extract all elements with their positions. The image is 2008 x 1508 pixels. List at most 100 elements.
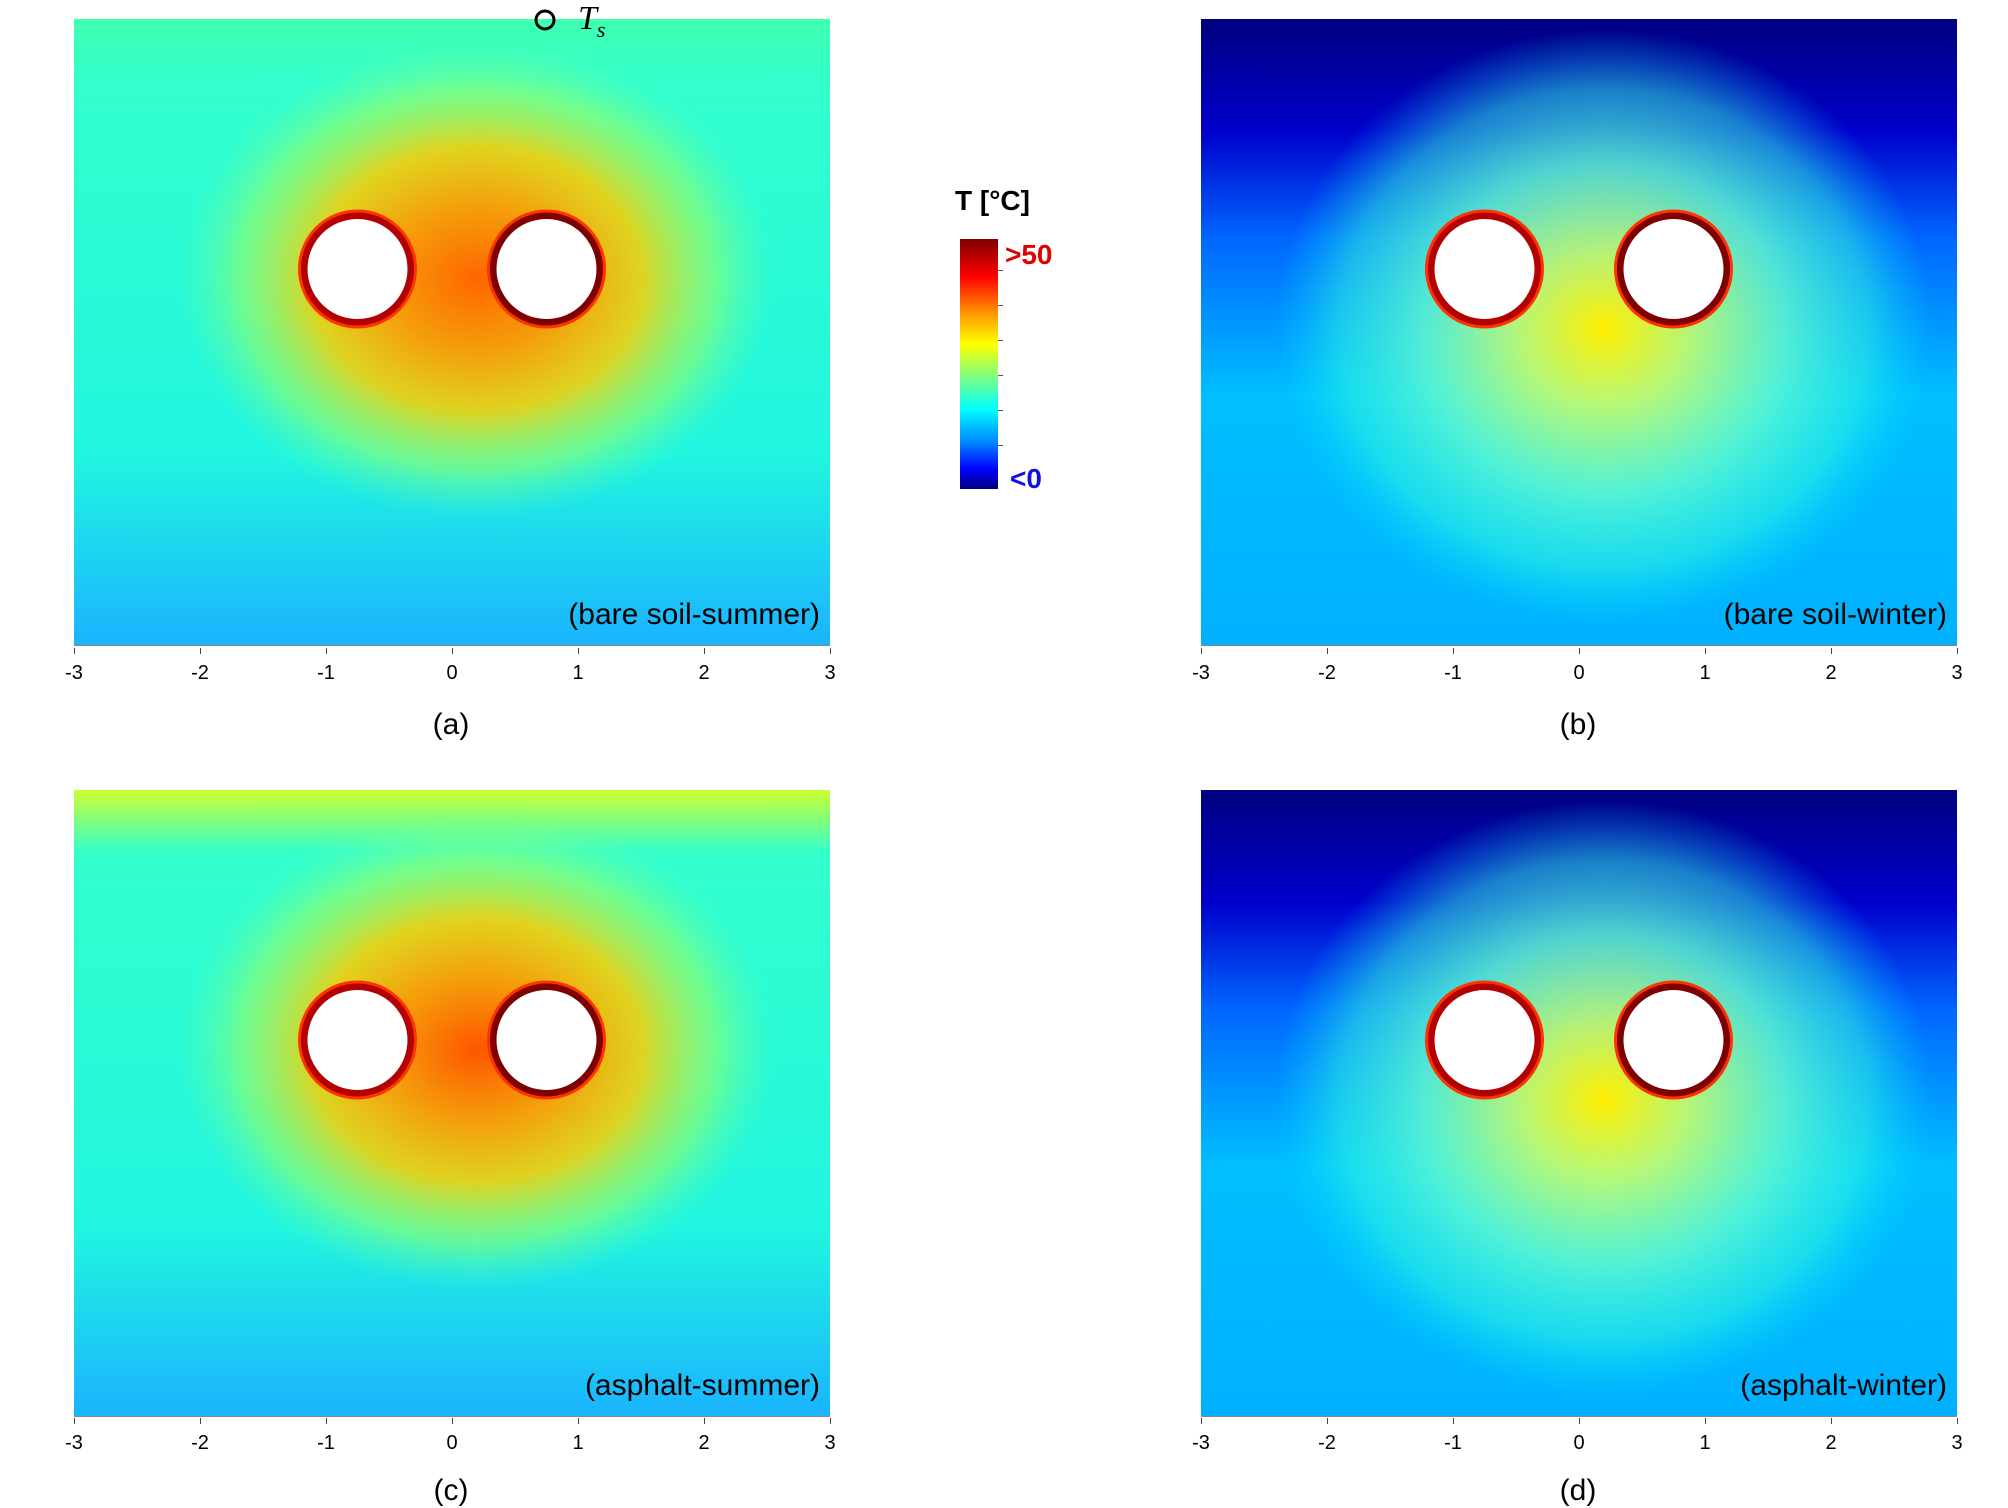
pipe-b-2 (1614, 209, 1733, 329)
x-tick-mark (1453, 648, 1454, 654)
heatmap-panel-a (74, 19, 830, 646)
x-tick-mark (200, 1418, 201, 1424)
x-axis-ticks-d: -3 -2 -1 0 1 2 3 (1192, 1418, 1963, 1462)
case-label-holder-b: (bare soil-winter) (1201, 19, 1957, 646)
x-tick-mark (1579, 648, 1580, 654)
x-tick-label: -2 (191, 662, 209, 684)
case-label-a: (bare soil-summer) (568, 598, 820, 631)
x-tick-label: -2 (191, 1432, 209, 1454)
x-tick-mark (704, 1418, 705, 1424)
x-tick-label: 0 (1573, 1432, 1585, 1454)
pipe-c-1 (298, 980, 417, 1100)
pipe-a-2 (487, 209, 606, 329)
x-tick-label: -3 (65, 662, 83, 684)
case-label-d: (asphalt-winter) (1740, 1369, 1947, 1402)
x-tick-mark (200, 648, 201, 654)
x-tick-mark (1705, 648, 1706, 654)
pipe-bore-d-2 (1623, 990, 1724, 1090)
x-tick-mark (74, 648, 75, 654)
x-tick-label: 2 (1825, 1432, 1837, 1454)
x-tick-label: -1 (1444, 1432, 1462, 1454)
x-tick-label: 2 (1825, 662, 1837, 684)
x-tick-mark (578, 1418, 579, 1424)
pipe-bore-c-2 (496, 990, 597, 1090)
colorbar-max-label: >50 (1005, 239, 1053, 270)
heat-halo-a (177, 39, 777, 519)
x-tick-mark (1831, 648, 1832, 654)
x-tick-mark (326, 1418, 327, 1424)
heat-halo-c (177, 810, 777, 1290)
pipe-bore-a-2 (496, 219, 597, 319)
surface-temperature-marker-icon (534, 9, 556, 31)
x-tick-mark (1957, 1418, 1958, 1424)
case-label-holder-a: (bare soil-summer) (74, 19, 830, 646)
x-tick-label: -1 (1444, 662, 1462, 684)
pipe-bore-c-1 (307, 990, 408, 1090)
panel-label-d: (d) (1559, 1474, 1597, 1507)
panel-label-a: (a) (432, 708, 470, 741)
x-tick-label: 0 (1573, 662, 1585, 684)
colorbar-gradient (960, 239, 998, 489)
x-tick-label: -1 (317, 662, 335, 684)
case-label-holder-c: (asphalt-summer) (74, 790, 830, 1417)
case-label-c: (asphalt-summer) (584, 1369, 820, 1402)
colorbar-min-label: <0 (1010, 463, 1042, 494)
heatmap-panel-d (1201, 790, 1957, 1417)
x-tick-label: 2 (698, 1432, 710, 1454)
x-tick-label: 1 (1699, 1432, 1711, 1454)
x-tick-label: -1 (317, 1432, 335, 1454)
x-tick-mark (1831, 1418, 1832, 1424)
colorbar-tick (998, 270, 1003, 271)
colorbar-title: T [°C] (955, 185, 1030, 216)
surface-temperature-label: Ts (578, 0, 605, 43)
case-label-holder-d: (asphalt-winter) (1201, 790, 1957, 1417)
colorbar-tick (998, 340, 1003, 341)
x-tick-mark (452, 1418, 453, 1424)
heatmap-panel-b (1201, 19, 1957, 646)
x-tick-mark (578, 648, 579, 654)
x-tick-label: -3 (1192, 1432, 1210, 1454)
x-tick-mark (1327, 1418, 1328, 1424)
x-tick-mark (1957, 648, 1958, 654)
x-tick-mark (704, 648, 705, 654)
pipe-b-1 (1425, 209, 1544, 329)
panel-label-b: (b) (1559, 708, 1597, 741)
x-tick-mark (1453, 1418, 1454, 1424)
x-tick-mark (1705, 1418, 1706, 1424)
x-tick-label: 1 (572, 1432, 584, 1454)
colorbar-tick (998, 375, 1003, 376)
x-tick-mark (830, 1418, 831, 1424)
x-axis-ticks-a: -3 -2 -1 0 1 2 3 (65, 648, 836, 692)
x-tick-mark (1579, 1418, 1580, 1424)
ts-symbol: T (578, 0, 597, 37)
heatmap-svg-d (1201, 790, 1957, 1417)
panel-label-c: (c) (433, 1474, 469, 1507)
pipe-d-1 (1425, 980, 1544, 1100)
pipe-d-2 (1614, 980, 1733, 1100)
pipe-a-1 (298, 209, 417, 329)
x-tick-mark (74, 1418, 75, 1424)
x-tick-label: 3 (1951, 1432, 1963, 1454)
x-tick-label: 0 (446, 1432, 458, 1454)
x-axis-ticks-c: -3 -2 -1 0 1 2 3 (65, 1418, 836, 1462)
x-tick-label: 1 (1699, 662, 1711, 684)
x-tick-label: -3 (1192, 662, 1210, 684)
pipe-bore-b-2 (1623, 219, 1724, 319)
x-tick-label: 0 (446, 662, 458, 684)
pipe-bore-a-1 (307, 219, 408, 319)
x-tick-mark (452, 648, 453, 654)
heatmap-svg-c (74, 790, 830, 1417)
pipe-bore-b-1 (1434, 219, 1535, 319)
pipe-bore-d-1 (1434, 990, 1535, 1090)
colorbar-tick (998, 445, 1003, 446)
x-tick-mark (1327, 648, 1328, 654)
x-tick-label: 3 (824, 662, 836, 684)
x-tick-label: 3 (824, 1432, 836, 1454)
x-tick-mark (1201, 648, 1202, 654)
x-tick-label: -2 (1318, 1432, 1336, 1454)
heat-halo-d (1274, 800, 1934, 1400)
x-axis-ticks-b: -3 -2 -1 0 1 2 3 (1192, 648, 1963, 692)
colorbar-tick (998, 410, 1003, 411)
x-tick-label: -3 (65, 1432, 83, 1454)
x-tick-label: 1 (572, 662, 584, 684)
